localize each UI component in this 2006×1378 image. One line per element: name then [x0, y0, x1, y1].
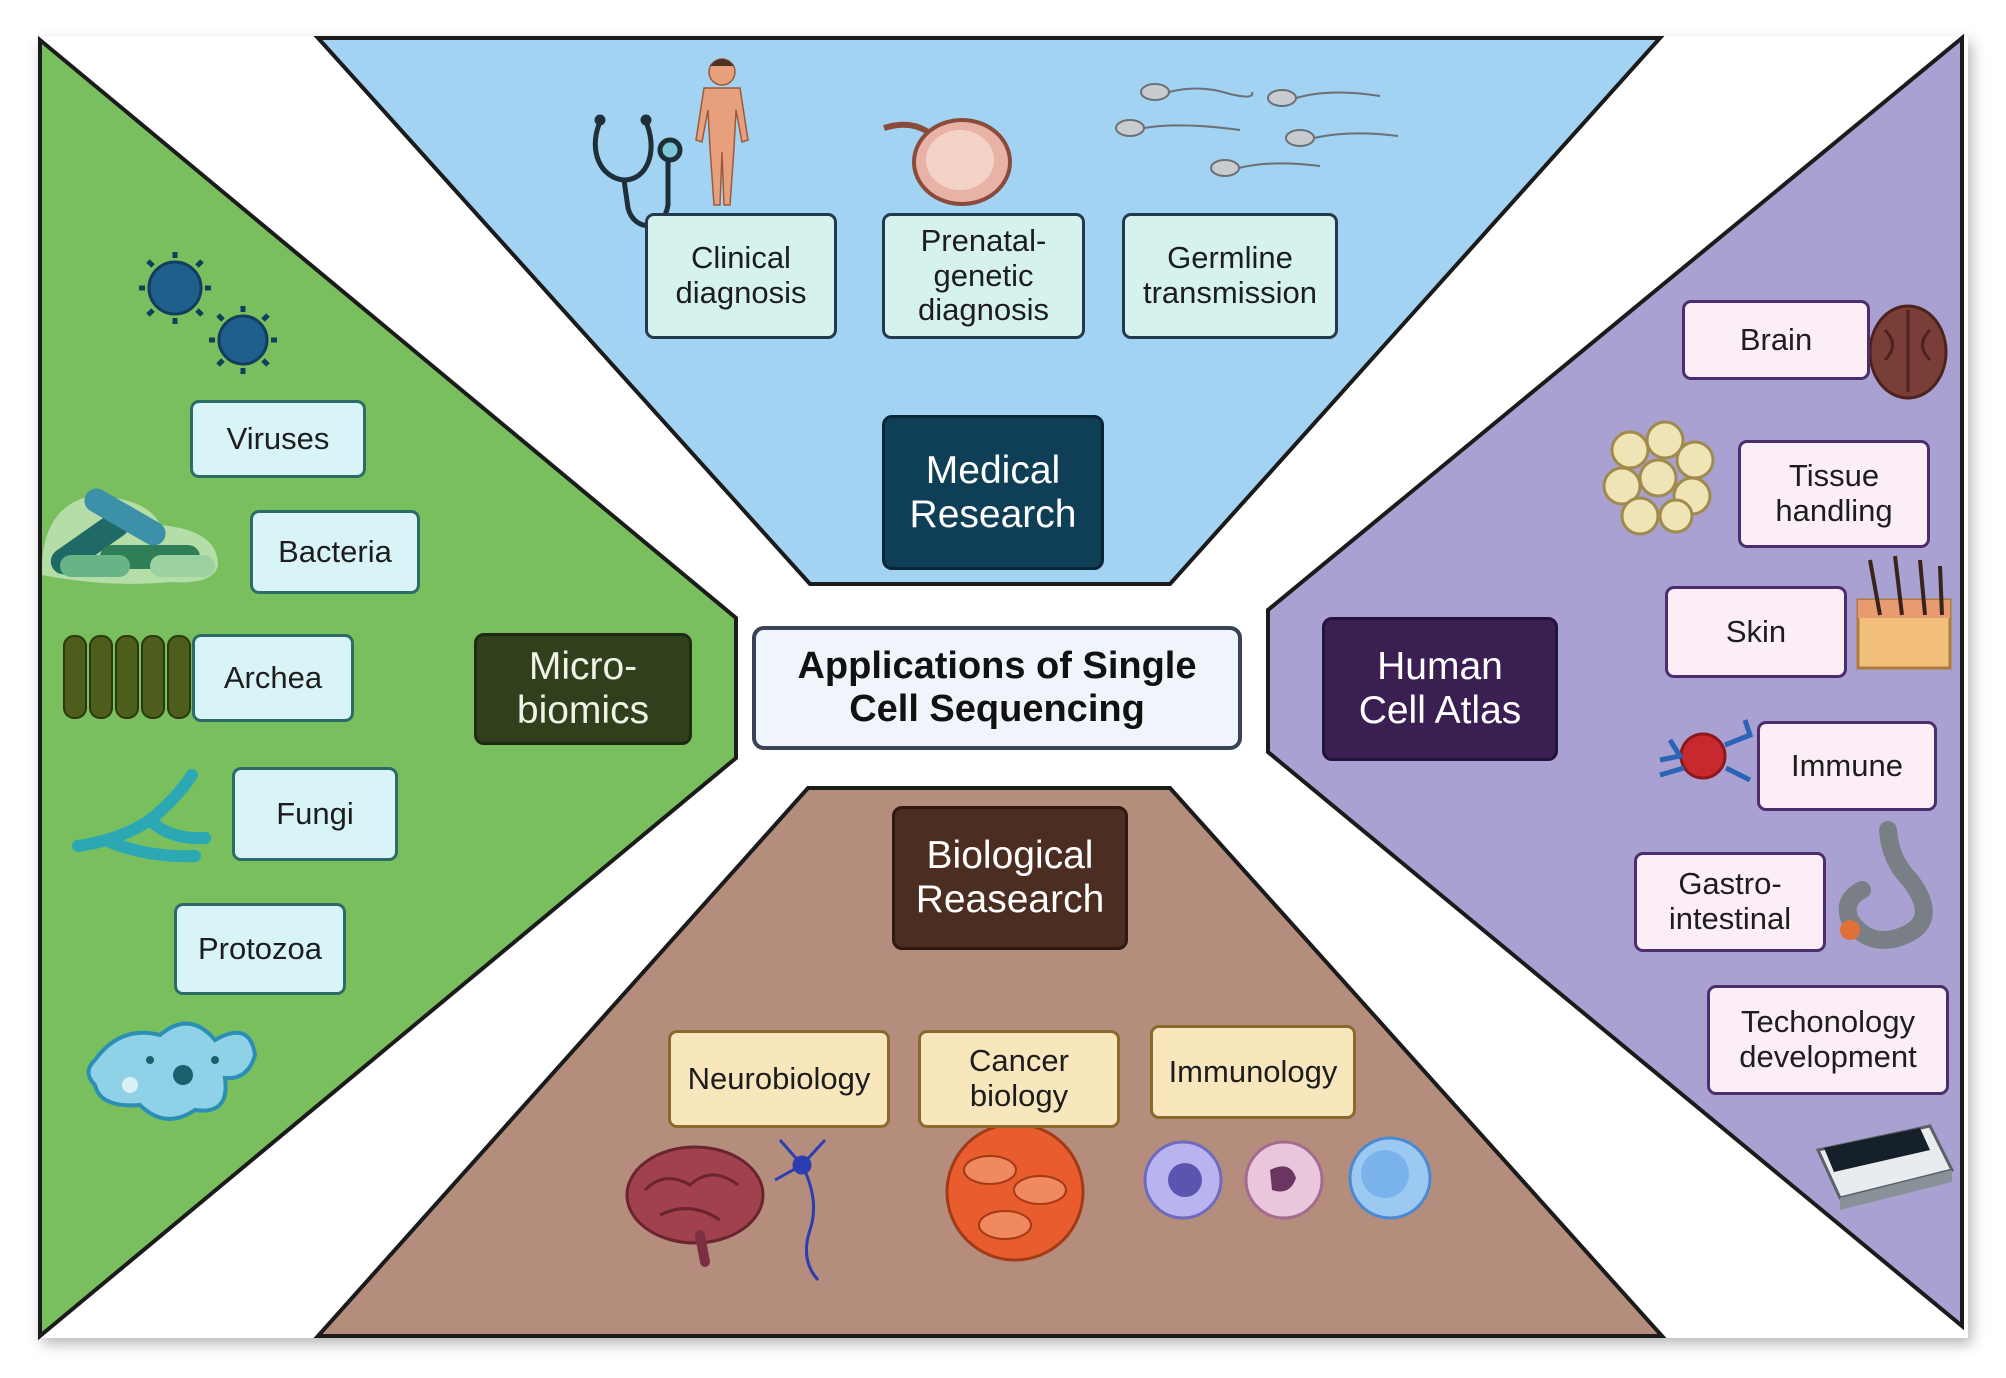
sperm-icon	[1115, 83, 1399, 177]
protozoa-icon	[86, 1021, 258, 1121]
bacteria-box: Bacteria	[250, 510, 420, 594]
fungi-icon	[72, 769, 211, 863]
clinical-diagnosis-box: Clinical diagnosis	[645, 213, 837, 339]
gastro-intestinal-box: Gastro- intestinal	[1634, 852, 1826, 952]
virus-icon	[139, 252, 277, 374]
immune-cells-icon	[1143, 1136, 1432, 1220]
germline-transmission-box: Germline transmission	[1122, 213, 1338, 339]
microbiomics-section-bg	[38, 35, 738, 1341]
prenatal-genetic-diagnosis-box: Prenatal- genetic diagnosis	[882, 213, 1085, 339]
fungi-box: Fungi	[232, 767, 398, 861]
skin-icon	[1856, 555, 1952, 670]
microbiomics-label: Micro- biomics	[474, 633, 692, 745]
cancer-cells-icon	[945, 1122, 1085, 1262]
diagram-title: Applications of Single Cell Sequencing	[752, 626, 1242, 750]
fetus-icon	[883, 118, 1012, 206]
protozoa-box: Protozoa	[174, 903, 346, 995]
human-body-icon	[695, 58, 749, 206]
cancer-biology-box: Cancer biology	[918, 1030, 1120, 1128]
device-icon	[1815, 1124, 1955, 1210]
viruses-box: Viruses	[190, 400, 366, 478]
archea-icon	[63, 635, 191, 719]
biological-research-label: Biological Reasearch	[892, 806, 1128, 950]
immune-cell-icon	[1659, 719, 1754, 783]
brain-icon	[1868, 304, 1948, 400]
technology-development-box: Techonology development	[1707, 985, 1949, 1095]
immune-box: Immune	[1757, 721, 1937, 811]
stomach-icon	[1838, 821, 1933, 949]
medical-research-label: Medical Research	[882, 415, 1104, 570]
immunology-box: Immunology	[1150, 1025, 1356, 1119]
skin-box: Skin	[1665, 586, 1847, 678]
brain-icon	[625, 1145, 765, 1267]
human-cell-atlas-label: Human Cell Atlas	[1322, 617, 1558, 761]
tissue-icon	[1602, 420, 1715, 536]
neurobiology-box: Neurobiology	[668, 1030, 890, 1128]
bacteria-icon	[41, 488, 218, 584]
tissue-handling-box: Tissue handling	[1738, 440, 1930, 548]
brain-box: Brain	[1682, 300, 1870, 380]
neuron-icon	[774, 1138, 827, 1282]
archea-box: Archea	[192, 634, 354, 722]
